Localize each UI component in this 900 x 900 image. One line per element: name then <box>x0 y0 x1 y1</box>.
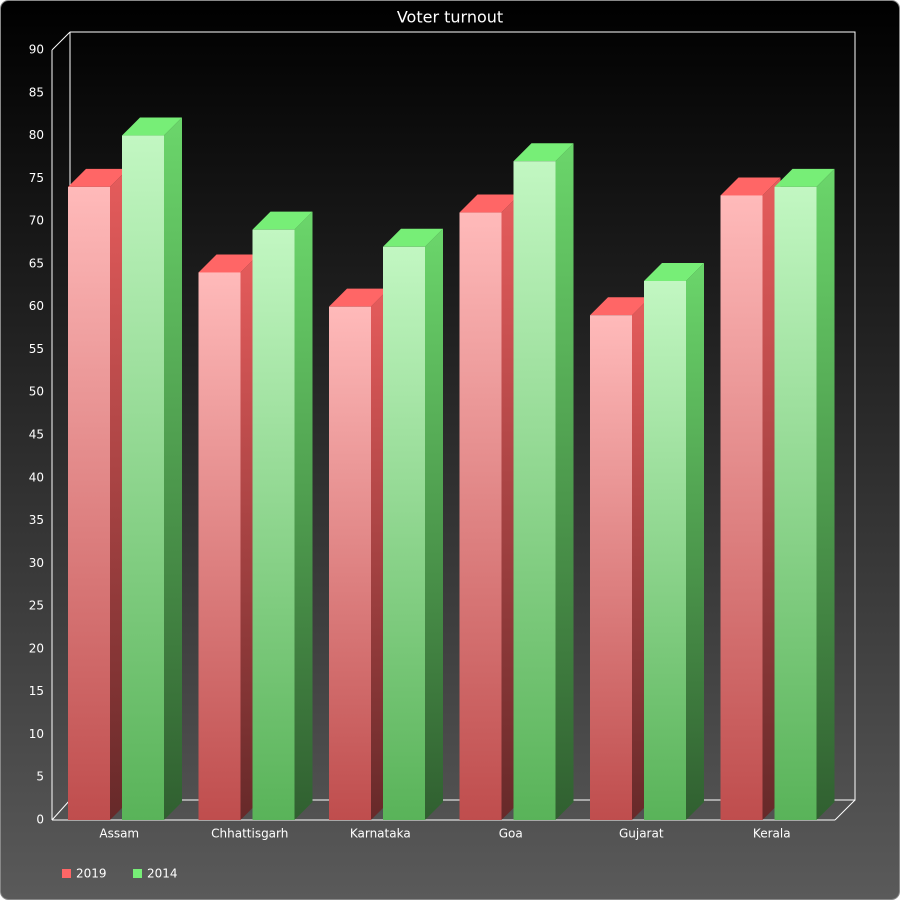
bar <box>383 246 425 820</box>
y-tick-label: 70 <box>29 214 44 228</box>
y-tick-label: 20 <box>29 641 44 655</box>
bar-top <box>383 228 443 247</box>
y-tick-label: 75 <box>29 171 44 185</box>
y-tick-label: 50 <box>29 385 44 399</box>
bar <box>68 186 110 820</box>
bar-side <box>425 228 443 820</box>
chart-title: Voter turnout <box>397 8 503 27</box>
bar-side <box>294 211 313 820</box>
y-tick-label: 30 <box>29 556 44 570</box>
y-tick-label: 40 <box>29 470 44 484</box>
bar <box>774 186 817 820</box>
x-tick-label: Kerala <box>753 827 791 841</box>
bar-side <box>816 168 835 820</box>
bar <box>720 195 763 820</box>
bar-top <box>513 143 574 162</box>
y-tick-label: 60 <box>29 299 44 313</box>
legend-label: 2014 <box>147 867 178 881</box>
bar-top <box>459 194 520 213</box>
y-tick-label: 85 <box>29 85 44 99</box>
legend-label: 2019 <box>76 867 107 881</box>
bar-top <box>329 288 389 307</box>
bar <box>329 306 371 821</box>
bar-top <box>252 211 313 230</box>
bar <box>459 212 502 821</box>
x-tick-label: Assam <box>99 827 139 841</box>
legend-swatch <box>62 869 71 878</box>
y-tick-label: 0 <box>36 813 44 827</box>
y-tick-label: 5 <box>36 770 44 784</box>
bar <box>122 135 164 821</box>
x-tick-label: Goa <box>499 827 523 841</box>
y-tick-label: 10 <box>29 727 44 741</box>
bar <box>198 272 241 820</box>
x-tick-label: Karnataka <box>350 827 411 841</box>
y-tick-label: 65 <box>29 256 44 270</box>
y-tick-label: 15 <box>29 684 44 698</box>
bar-top <box>590 297 650 316</box>
bar-top <box>644 263 704 281</box>
y-tick-label: 25 <box>29 599 44 613</box>
bar-side <box>555 143 574 820</box>
bar-top <box>720 177 781 196</box>
bar-top <box>198 254 259 273</box>
bar <box>644 281 686 820</box>
x-tick-label: Gujarat <box>619 827 664 841</box>
y-tick-label: 80 <box>29 128 44 142</box>
bar-top <box>68 168 128 187</box>
bar-top <box>774 168 835 187</box>
x-tick-label: Chhattisgarh <box>211 827 288 841</box>
y-tick-label: 55 <box>29 342 44 356</box>
bar <box>252 229 295 820</box>
y-tick-label: 90 <box>29 43 44 57</box>
bar-side <box>164 117 182 821</box>
y-tick-label: 35 <box>29 513 44 527</box>
bar <box>590 315 632 820</box>
bar-top <box>122 117 182 136</box>
y-tick-label: 45 <box>29 428 44 442</box>
bar <box>513 161 556 820</box>
legend-swatch <box>133 869 142 878</box>
bar-side <box>686 263 704 820</box>
